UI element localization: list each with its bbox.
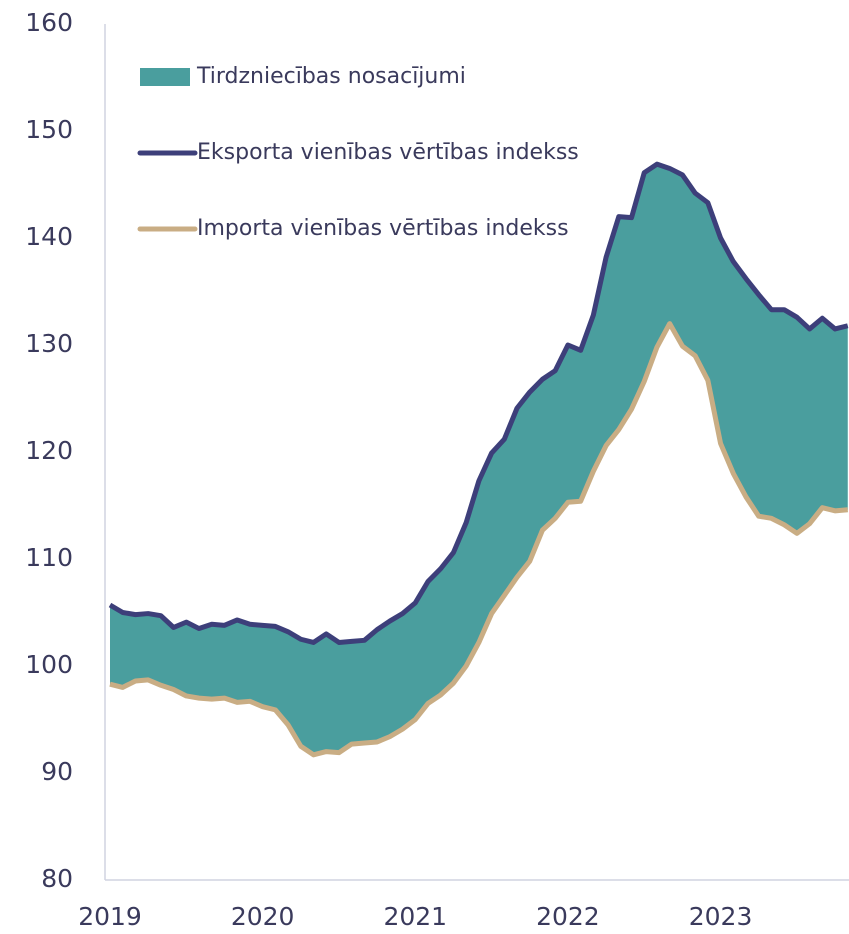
plot: [108, 161, 849, 758]
y-tick-label: 150: [25, 115, 73, 144]
x-tick-label: 2023: [689, 902, 753, 931]
y-tick-label: 100: [25, 650, 73, 679]
legend-label: Eksporta vienības vērtības indekss: [197, 140, 579, 165]
line: [109, 321, 848, 758]
y-tick-label: 80: [41, 864, 73, 893]
y-tick-label: 90: [41, 757, 73, 786]
y-tick-label: 140: [25, 222, 73, 251]
y-tick-label: 130: [25, 329, 73, 358]
y-tick-label: 110: [25, 543, 73, 572]
area-band: [110, 164, 848, 755]
legend-swatch: [140, 68, 190, 86]
y-tick-label: 160: [25, 8, 73, 37]
x-tick-label: 2020: [231, 902, 295, 931]
x-tick-label: 2021: [383, 902, 447, 931]
x-tick-label: 2022: [536, 902, 600, 931]
legend-label: Importa vienības vērtības indekss: [197, 216, 569, 241]
y-tick-label: 120: [25, 436, 73, 465]
line: [108, 161, 849, 645]
x-tick-label: 2019: [78, 902, 142, 931]
legend-label: Tirdzniecības nosacījumi: [196, 64, 466, 89]
